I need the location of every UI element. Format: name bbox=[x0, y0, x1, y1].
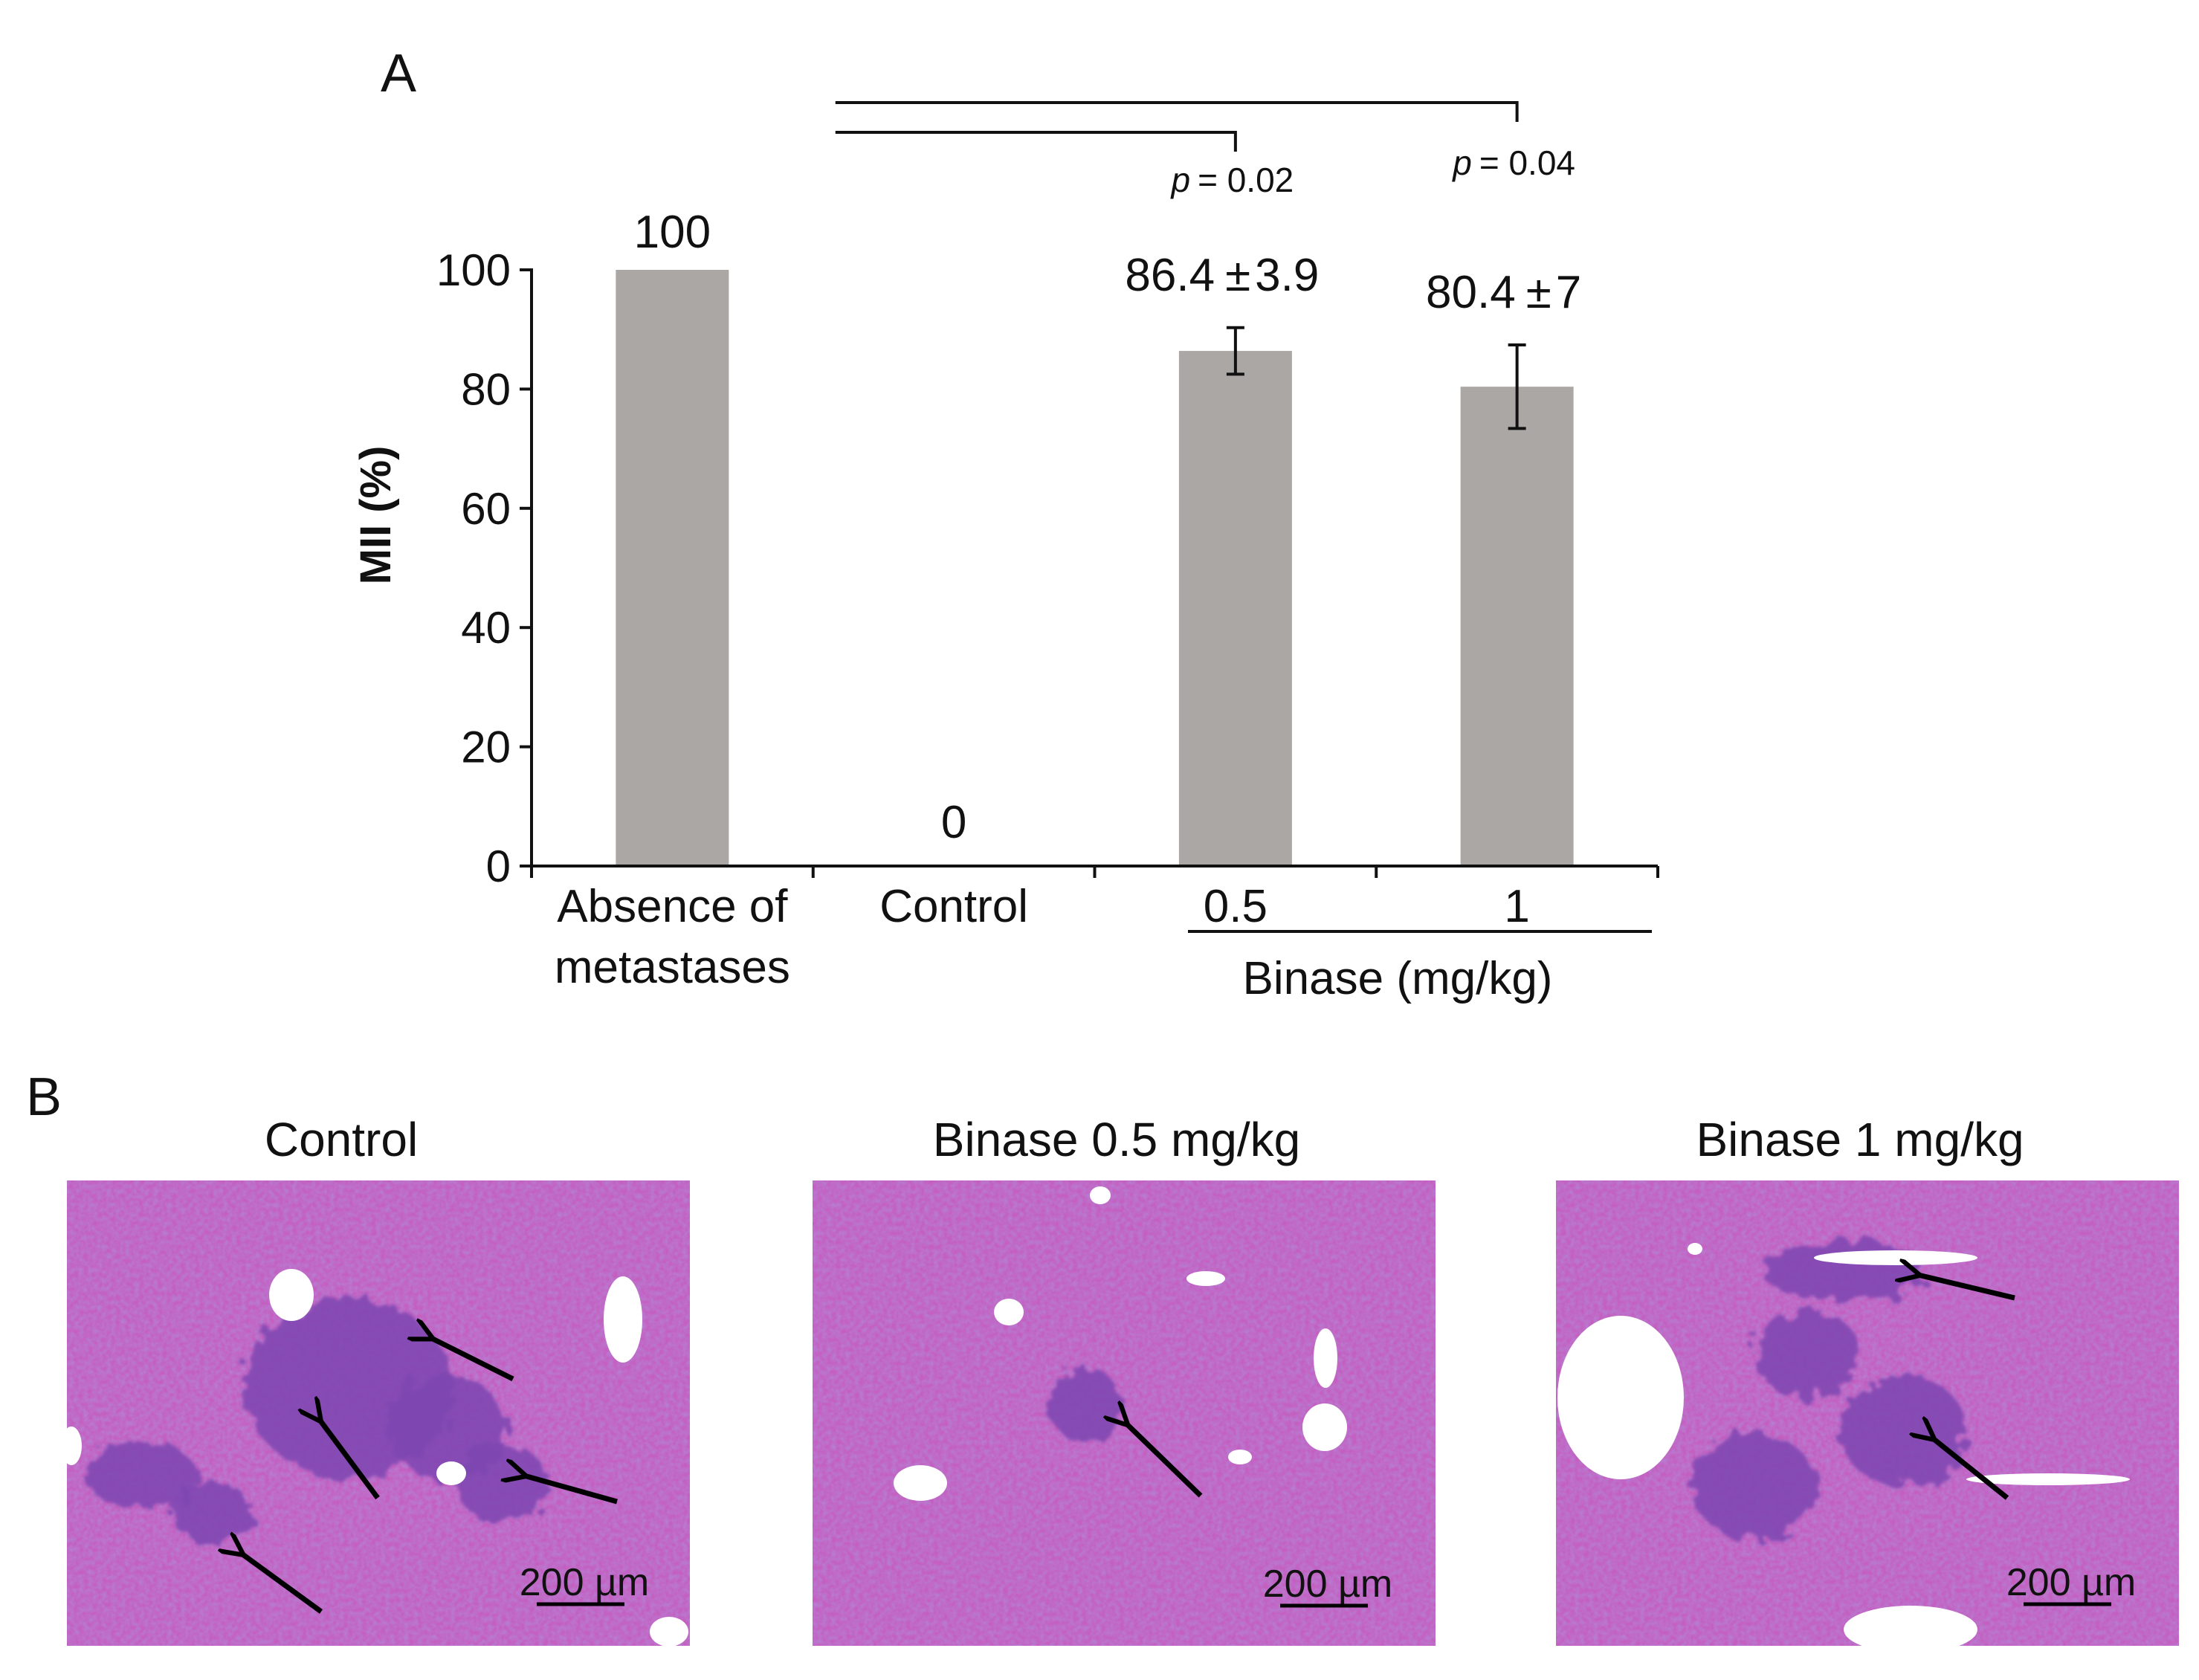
metastasis-nodule bbox=[1754, 1308, 1859, 1398]
vessel-lumen bbox=[650, 1617, 688, 1646]
y-tick-label: 80 bbox=[461, 364, 511, 414]
scale-bar-label: 200 µm bbox=[2006, 1561, 2136, 1604]
arrow-icon bbox=[524, 1476, 618, 1505]
data-label-pm: ± bbox=[1225, 250, 1250, 301]
p-symbol: p bbox=[1169, 161, 1190, 199]
micrograph-panel: Control 200 µm bbox=[67, 1113, 690, 1646]
p-value: = 0.02 bbox=[1198, 161, 1294, 199]
x-tick-label: Absence of bbox=[557, 881, 788, 932]
micrograph-title: Control bbox=[265, 1113, 418, 1166]
p-symbol: p bbox=[1451, 143, 1472, 182]
metastasis-nodule bbox=[1762, 1241, 1925, 1301]
vessel-lumen bbox=[1966, 1473, 2130, 1485]
x-axis: Absence of metastases Control 0.5 1 bbox=[530, 865, 1659, 993]
data-label: 86.4 ±3.9 bbox=[1125, 250, 1319, 301]
p-value-label: p = 0.02 bbox=[1169, 161, 1294, 199]
data-label-value: 86.4 bbox=[1125, 250, 1215, 301]
x-tick-label: Control bbox=[879, 881, 1028, 932]
y-tick-label: 20 bbox=[461, 723, 511, 772]
vessel-lumen bbox=[994, 1299, 1024, 1325]
y-tick-label: 100 bbox=[436, 245, 511, 295]
data-label: 80.4 ±7 bbox=[1426, 267, 1581, 318]
micrograph-title: Binase 1 mg/kg bbox=[1696, 1113, 2024, 1166]
arrow-icon bbox=[320, 1420, 380, 1500]
arrow-icon bbox=[1933, 1438, 2009, 1500]
panel-b-label: B bbox=[26, 1067, 62, 1127]
vessel-lumen bbox=[1844, 1606, 1977, 1646]
metastasis-nodules bbox=[1050, 1368, 1121, 1442]
arrow-icon bbox=[1918, 1275, 2015, 1301]
y-tick-label: 0 bbox=[486, 841, 511, 891]
data-label-value: 80.4 bbox=[1426, 267, 1516, 318]
vessel-lumen bbox=[604, 1276, 642, 1363]
vessel-lumen bbox=[1228, 1450, 1252, 1464]
vessel-lumen bbox=[1186, 1271, 1225, 1286]
significance-bracket bbox=[835, 131, 1237, 152]
vessel-lumen bbox=[269, 1269, 314, 1321]
p-value-label: p = 0.04 bbox=[1451, 143, 1575, 182]
vessel-lumen bbox=[894, 1465, 947, 1501]
metastasis-nodules bbox=[1691, 1241, 1966, 1539]
arrow-icon bbox=[242, 1554, 323, 1614]
metastasis-nodule bbox=[1840, 1375, 1966, 1487]
vessel-lumen bbox=[67, 1427, 82, 1465]
micrograph-image bbox=[67, 1180, 690, 1646]
x-tick-label: 0.5 bbox=[1204, 881, 1268, 932]
data-label-pm: ± bbox=[1526, 267, 1551, 318]
y-tick-label: 40 bbox=[461, 603, 511, 653]
x-tick-label: metastases bbox=[555, 942, 790, 993]
metastasis-nodule bbox=[85, 1442, 197, 1509]
arrow-icon bbox=[1126, 1424, 1203, 1498]
panel-a-label: A bbox=[381, 44, 416, 103]
vessel-lumen bbox=[1302, 1403, 1347, 1451]
micrograph-panel: Binase 1 mg/kg 200 µm bbox=[1556, 1113, 2179, 1646]
significance-brackets: p = 0.02 p = 0.04 bbox=[835, 101, 1575, 199]
vessel-lumen bbox=[1814, 1250, 1977, 1265]
vessel-lumen bbox=[1314, 1328, 1337, 1388]
y-axis-title: MII (%) bbox=[352, 446, 400, 585]
scale-bar-label: 200 µm bbox=[1263, 1563, 1392, 1606]
vessel-lumen bbox=[1090, 1186, 1111, 1204]
significance-bracket bbox=[835, 101, 1519, 122]
arrow-icon bbox=[431, 1338, 514, 1382]
vessel-lumen bbox=[1688, 1243, 1702, 1255]
scale-bar-label: 200 µm bbox=[520, 1561, 649, 1604]
data-label: 0 bbox=[941, 797, 966, 848]
data-label-error: 3.9 bbox=[1255, 250, 1319, 301]
bar bbox=[616, 270, 729, 866]
data-label: 100 bbox=[634, 207, 711, 258]
group-label: Binase (mg/kg) bbox=[1243, 953, 1553, 1004]
y-axis: 0 20 40 60 80 100 bbox=[436, 245, 533, 891]
x-tick-label: 1 bbox=[1504, 881, 1529, 932]
micrograph-title: Binase 0.5 mg/kg bbox=[933, 1113, 1301, 1166]
vessel-lumen bbox=[436, 1461, 466, 1485]
metastasis-nodule bbox=[1691, 1435, 1818, 1539]
y-tick-label: 60 bbox=[461, 484, 511, 534]
micrograph-image bbox=[1556, 1180, 2179, 1646]
vessel-lumen bbox=[1557, 1316, 1684, 1479]
metastasis-nodule bbox=[456, 1444, 548, 1522]
data-label-error: 7 bbox=[1556, 267, 1581, 318]
p-value: = 0.04 bbox=[1479, 143, 1575, 182]
bar bbox=[1460, 387, 1574, 866]
bar bbox=[1178, 351, 1292, 866]
metastasis-nodule bbox=[1050, 1368, 1121, 1442]
micrograph-panel: Binase 0.5 mg/kg 200 µm bbox=[813, 1113, 1436, 1646]
metastasis-nodule bbox=[171, 1483, 253, 1542]
